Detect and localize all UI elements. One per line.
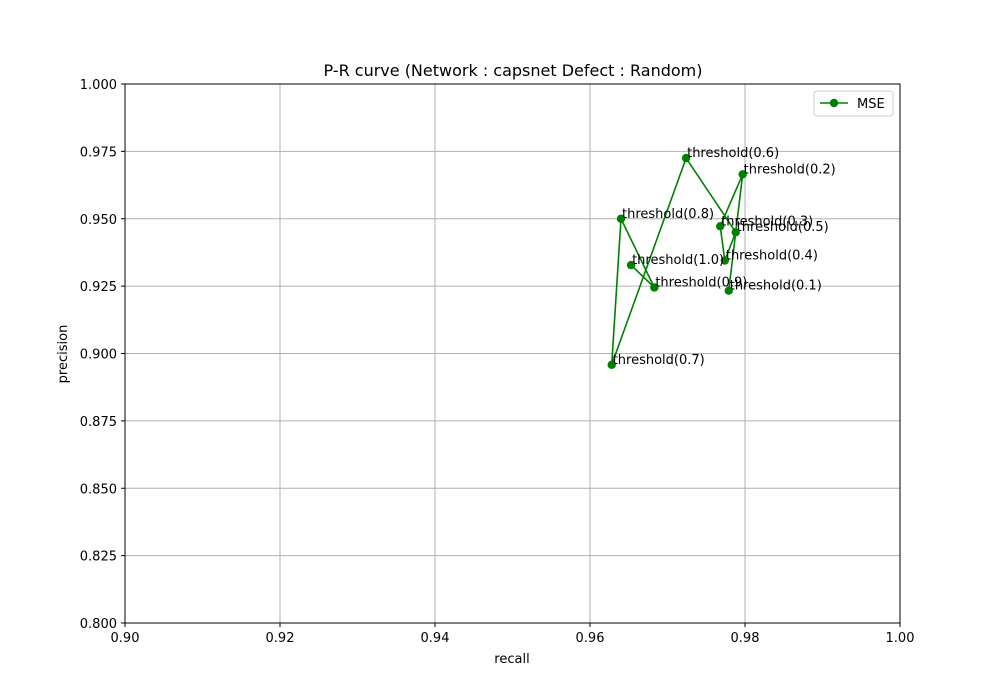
point-label: threshold(0.2) <box>744 162 836 177</box>
point-label: threshold(0.5) <box>737 220 829 235</box>
y-tick-label: 0.825 <box>80 550 117 565</box>
legend-marker <box>829 98 839 108</box>
x-tick-label: 0.98 <box>731 631 760 646</box>
legend: MSE <box>813 90 894 117</box>
point-label: threshold(0.6) <box>687 146 779 161</box>
x-axis-label: recall <box>494 652 529 667</box>
data-point <box>681 153 691 163</box>
point-label: threshold(0.7) <box>613 353 705 368</box>
data-point <box>731 228 740 237</box>
point-label: threshold(0.4) <box>726 249 818 264</box>
chart-title: P-R curve (Network : capsnet Defect : Ra… <box>324 61 703 80</box>
y-tick-label: 1.000 <box>80 78 117 93</box>
series-group: threshold(0.1)threshold(0.2)threshold(0.… <box>607 146 836 370</box>
data-point <box>720 256 730 265</box>
point-label: threshold(1.0) <box>632 253 724 268</box>
point-label: threshold(0.1) <box>730 279 822 294</box>
x-tick-label: 0.96 <box>576 631 605 646</box>
y-axis-label: precision <box>56 325 71 384</box>
axis-ticks: 0.90 0.92 0.94 0.96 0.98 1.00 0.800 0.825 0.850 0… <box>80 78 915 646</box>
point-label: threshold(0.8) <box>622 207 714 222</box>
x-tick-label: 0.90 <box>111 631 140 646</box>
series-line-mse <box>610 157 744 366</box>
data-point <box>626 260 636 270</box>
x-tick-label: 0.94 <box>421 631 450 646</box>
data-point <box>607 360 616 370</box>
x-tick-label: 1.00 <box>886 631 915 646</box>
y-tick-label: 0.975 <box>80 145 117 160</box>
data-point <box>724 286 733 295</box>
data-point <box>716 222 725 231</box>
y-tick-label: 0.800 <box>80 617 117 632</box>
y-tick-label: 0.950 <box>80 213 117 228</box>
y-tick-label: 0.925 <box>80 280 117 295</box>
x-tick-label: 0.92 <box>266 631 295 646</box>
y-tick-label: 0.875 <box>80 415 117 430</box>
data-point <box>650 283 659 292</box>
y-tick-label: 0.900 <box>80 348 117 363</box>
data-point <box>738 170 747 179</box>
legend-box <box>813 90 894 117</box>
data-point <box>616 214 626 223</box>
y-tick-label: 0.850 <box>80 482 117 497</box>
point-label: threshold(0.9) <box>655 275 747 290</box>
legend-entry-mse: MSE <box>857 97 885 112</box>
point-label: threshold(0.3) <box>721 214 813 229</box>
